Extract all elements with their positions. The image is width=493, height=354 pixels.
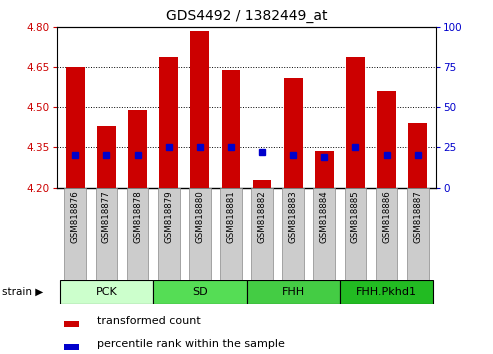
FancyBboxPatch shape — [340, 280, 433, 304]
FancyBboxPatch shape — [127, 188, 148, 280]
FancyBboxPatch shape — [282, 188, 304, 280]
Bar — [159, 57, 178, 188]
Text: FHH: FHH — [282, 287, 305, 297]
FancyBboxPatch shape — [220, 188, 242, 280]
Bar — [284, 78, 303, 188]
Bar — [128, 110, 147, 188]
Text: GDS4492 / 1382449_at: GDS4492 / 1382449_at — [166, 9, 327, 23]
Text: GSM818880: GSM818880 — [195, 190, 204, 243]
Text: PCK: PCK — [96, 287, 117, 297]
FancyBboxPatch shape — [246, 280, 340, 304]
Bar — [346, 57, 365, 188]
Bar — [377, 91, 396, 188]
Text: GSM818877: GSM818877 — [102, 190, 111, 243]
Text: GSM818879: GSM818879 — [164, 190, 173, 243]
Text: percentile rank within the sample: percentile rank within the sample — [97, 339, 284, 349]
Text: GSM818878: GSM818878 — [133, 190, 142, 243]
Text: GSM818882: GSM818882 — [257, 190, 267, 243]
Bar — [64, 344, 79, 350]
Bar — [66, 67, 85, 188]
FancyBboxPatch shape — [65, 188, 86, 280]
FancyBboxPatch shape — [314, 188, 335, 280]
Text: GSM818883: GSM818883 — [289, 190, 298, 243]
Bar — [408, 123, 427, 188]
Text: SD: SD — [192, 287, 208, 297]
Bar — [97, 126, 116, 188]
Text: GSM818876: GSM818876 — [71, 190, 80, 243]
FancyBboxPatch shape — [96, 188, 117, 280]
FancyBboxPatch shape — [189, 188, 211, 280]
Text: GSM818884: GSM818884 — [320, 190, 329, 243]
Text: FHH.Pkhd1: FHH.Pkhd1 — [356, 287, 417, 297]
Bar — [222, 69, 240, 188]
Bar — [253, 179, 271, 188]
Bar — [64, 321, 79, 327]
FancyBboxPatch shape — [345, 188, 366, 280]
FancyBboxPatch shape — [60, 280, 153, 304]
Text: GSM818881: GSM818881 — [226, 190, 236, 243]
FancyBboxPatch shape — [158, 188, 179, 280]
Text: strain ▶: strain ▶ — [2, 287, 44, 297]
Bar — [315, 152, 334, 188]
Bar — [190, 30, 209, 188]
Text: GSM818887: GSM818887 — [413, 190, 422, 243]
Text: GSM818885: GSM818885 — [351, 190, 360, 243]
FancyBboxPatch shape — [153, 280, 246, 304]
Text: GSM818886: GSM818886 — [382, 190, 391, 243]
FancyBboxPatch shape — [407, 188, 428, 280]
FancyBboxPatch shape — [251, 188, 273, 280]
FancyBboxPatch shape — [376, 188, 397, 280]
Text: transformed count: transformed count — [97, 316, 200, 326]
